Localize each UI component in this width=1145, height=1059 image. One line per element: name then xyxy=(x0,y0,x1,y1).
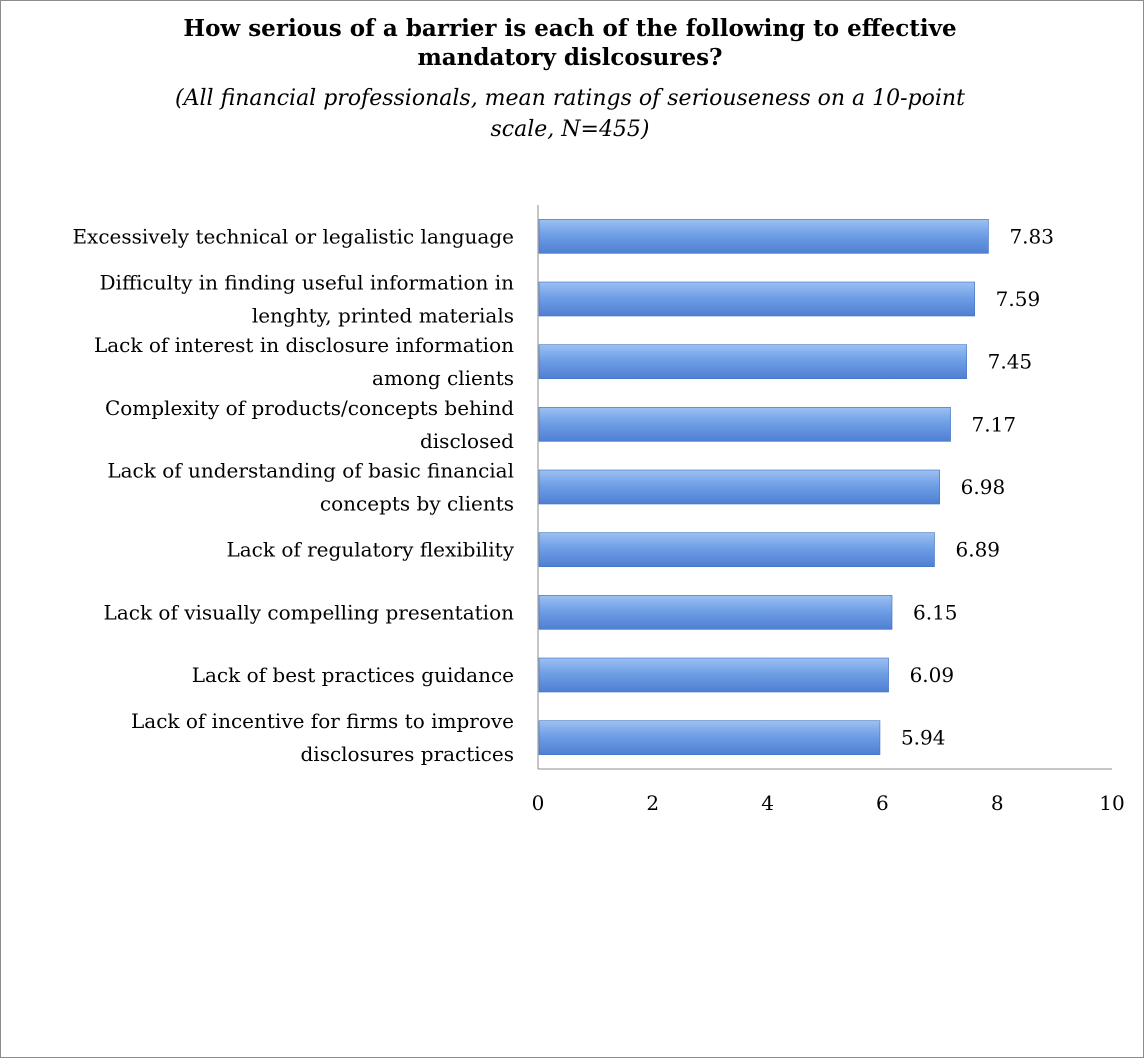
x-tick-label-0: 0 xyxy=(532,791,545,815)
bar-5 xyxy=(538,469,940,505)
category-label-2: Difficulty in finding useful information… xyxy=(100,271,515,328)
chart-title: How serious of a barrier is each of the … xyxy=(183,15,957,71)
bar-7 xyxy=(538,595,893,630)
bar-3 xyxy=(538,344,967,379)
category-label-5: Lack of understanding of basic financial… xyxy=(107,459,514,516)
category-label-3: Lack of interest in disclosure informati… xyxy=(94,333,514,390)
category-label-6: Lack of regulatory flexibility xyxy=(226,538,514,562)
bar-8 xyxy=(538,657,889,693)
chart-subtitle: (All financial professionals, mean ratin… xyxy=(175,86,965,142)
value-label-5: 6.98 xyxy=(961,475,1006,499)
bar-4 xyxy=(538,407,951,442)
plot-area: 7.83 Excessively technical or legalistic … xyxy=(72,205,1125,815)
bar-1 xyxy=(538,219,989,254)
category-label-1: Excessively technical or legalistic lang… xyxy=(72,224,514,248)
bar-9 xyxy=(538,720,881,755)
value-label-3: 7.45 xyxy=(988,350,1033,374)
category-label-9: Lack of incentive for firms to improve di… xyxy=(131,709,514,766)
value-label-7: 6.15 xyxy=(913,600,958,624)
x-tick-label-8: 8 xyxy=(991,791,1004,815)
x-tick-label-10: 10 xyxy=(1099,791,1124,815)
value-label-2: 7.59 xyxy=(996,287,1041,311)
category-label-7: Lack of visually compelling presentation xyxy=(104,600,515,624)
x-tick-label-6: 6 xyxy=(876,791,889,815)
value-label-8: 6.09 xyxy=(910,663,955,687)
x-tick-label-2: 2 xyxy=(646,791,659,815)
value-label-1: 7.83 xyxy=(1009,224,1054,248)
bar-2 xyxy=(538,281,975,317)
value-label-6: 6.89 xyxy=(955,538,1000,562)
category-label-4: Complexity of products/concepts behind di… xyxy=(105,396,514,453)
value-label-4: 7.17 xyxy=(972,412,1017,436)
category-label-8: Lack of best practices guidance xyxy=(192,663,514,687)
value-label-9: 5.94 xyxy=(901,726,946,750)
bar-6 xyxy=(538,532,935,567)
x-tick-label-4: 4 xyxy=(761,791,774,815)
